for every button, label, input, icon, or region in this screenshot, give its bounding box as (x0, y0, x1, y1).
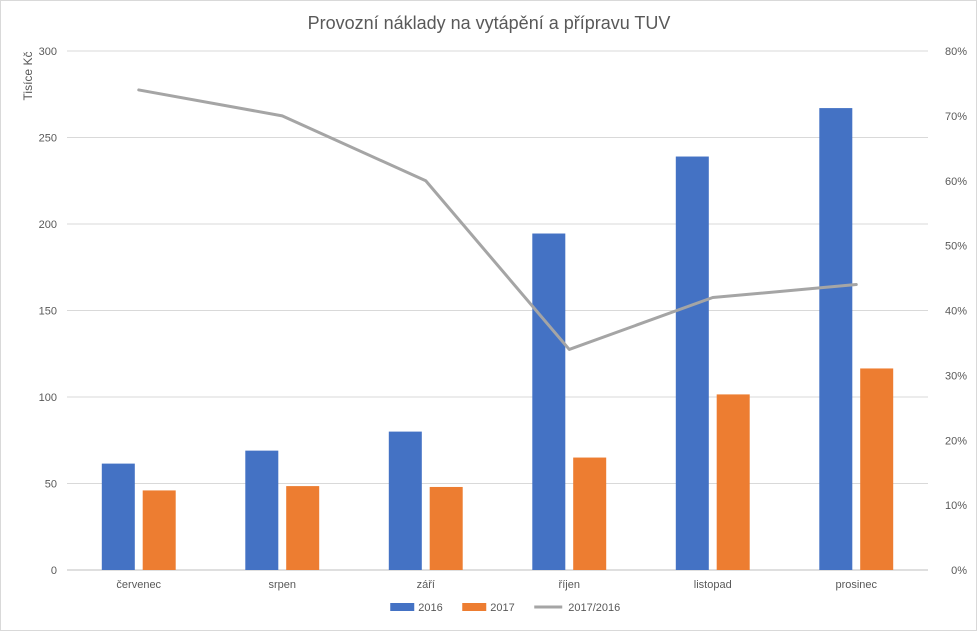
x-tick-label: říjen (559, 579, 580, 591)
y2-tick-label: 80% (945, 46, 967, 58)
legend: 2016 2017 2017/2016 (390, 602, 620, 614)
grid-layer (67, 51, 928, 570)
bar-2016 (532, 234, 565, 570)
y2-tick-label: 60% (945, 176, 967, 188)
bars-layer (102, 108, 893, 570)
bar-2017 (717, 394, 750, 570)
bar-2017 (143, 490, 176, 570)
y-tick-label: 100 (39, 392, 57, 404)
x-tick-label: červenec (116, 579, 161, 591)
y2-tick-label: 30% (945, 370, 967, 382)
bar-2016 (676, 157, 709, 570)
bar-2017 (430, 487, 463, 570)
y-axis-label: Tisíce Kč (21, 52, 35, 101)
legend-label: 2016 (418, 602, 442, 614)
x-tick-label: listopad (694, 579, 732, 591)
y-tick-label: 150 (39, 306, 57, 318)
bar-2016 (389, 432, 422, 570)
y2-tick-label: 20% (945, 435, 967, 447)
y2-tick-label: 70% (945, 111, 967, 123)
chart-title: Provozní náklady na vytápění a přípravu … (308, 13, 671, 33)
y2-tick-label: 0% (951, 565, 967, 577)
x-tick-label: srpen (268, 579, 296, 591)
y2-tick-label: 50% (945, 241, 967, 253)
legend-label: 2017 (490, 602, 514, 614)
y-tick-label: 300 (39, 46, 57, 58)
x-tick-label: prosinec (835, 579, 877, 591)
y-tick-label: 200 (39, 219, 57, 231)
y-tick-label: 250 (39, 133, 57, 145)
bar-2017 (573, 458, 606, 570)
bar-2016 (245, 451, 278, 570)
y-tick-label: 0 (51, 565, 57, 577)
bar-2016 (819, 108, 852, 570)
bar-2016 (102, 464, 135, 570)
bar-2017 (286, 486, 319, 570)
y2-tick-label: 10% (945, 500, 967, 512)
legend-swatch-2016 (390, 603, 414, 611)
legend-label: 2017/2016 (568, 602, 620, 614)
bar-2017 (860, 368, 893, 570)
legend-swatch-2017 (462, 603, 486, 611)
y2-tick-label: 40% (945, 306, 967, 318)
y-tick-label: 50 (45, 479, 57, 491)
x-tick-label: září (417, 579, 435, 591)
